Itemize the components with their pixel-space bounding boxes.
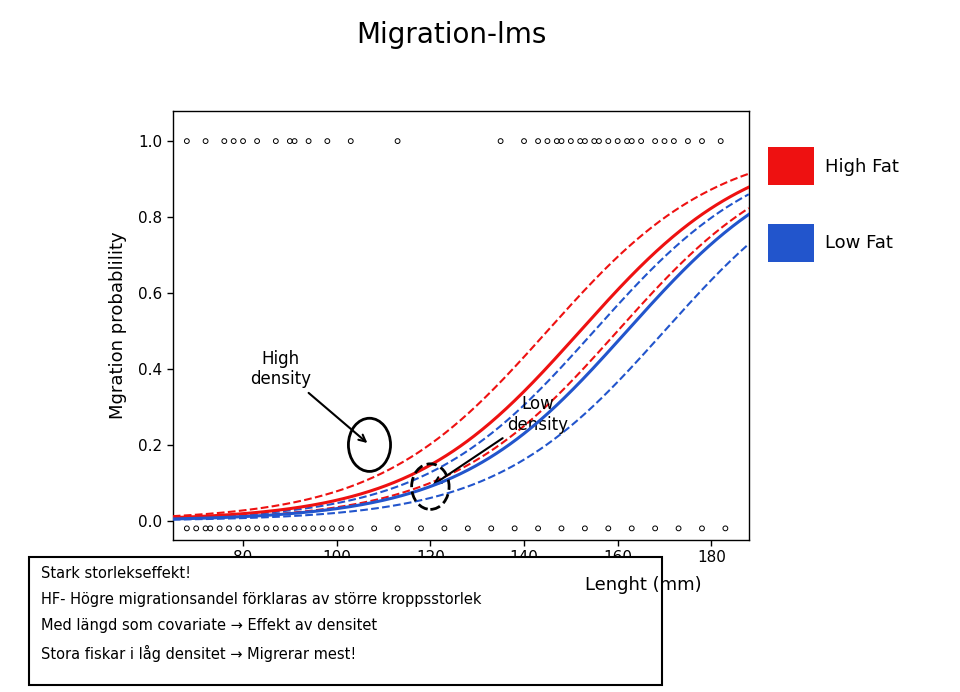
Text: Lenght (mm): Lenght (mm)	[585, 576, 702, 594]
Point	[601, 136, 616, 147]
Point	[282, 136, 298, 147]
Point	[572, 136, 588, 147]
Point	[268, 136, 283, 147]
Point	[300, 136, 316, 147]
Point	[180, 136, 195, 147]
FancyBboxPatch shape	[768, 224, 814, 262]
Point	[671, 523, 686, 534]
Point	[180, 523, 195, 534]
Point	[343, 523, 358, 534]
Point	[681, 136, 696, 147]
Point	[554, 136, 569, 147]
Text: Low Fat: Low Fat	[826, 235, 893, 253]
Point	[198, 523, 213, 534]
Point	[315, 523, 330, 534]
Point	[217, 136, 232, 147]
Point	[367, 523, 382, 534]
Point	[390, 136, 405, 147]
Point	[203, 523, 218, 534]
Point	[343, 136, 358, 147]
Text: Low
density: Low density	[435, 395, 568, 484]
Point	[694, 523, 709, 534]
Point	[259, 523, 275, 534]
Text: High Fat: High Fat	[826, 158, 899, 176]
Point	[188, 523, 204, 534]
Point	[250, 136, 265, 147]
Point	[287, 523, 302, 534]
Point	[718, 523, 733, 534]
Point	[549, 136, 564, 147]
Point	[320, 136, 335, 147]
Point	[484, 523, 499, 534]
Point	[713, 136, 729, 147]
Point	[647, 136, 662, 147]
Point	[305, 523, 321, 534]
Point	[577, 136, 592, 147]
Point	[230, 523, 246, 534]
Point	[334, 523, 349, 534]
Point	[624, 523, 639, 534]
Point	[492, 136, 508, 147]
Text: Stark storlekseffekt!
HF- Högre migrationsandel förklaras av större kroppsstorle: Stark storlekseffekt! HF- Högre migratio…	[41, 566, 482, 662]
Point	[235, 136, 251, 147]
Point	[222, 523, 237, 534]
Point	[530, 523, 545, 534]
FancyBboxPatch shape	[768, 147, 814, 185]
Point	[530, 136, 545, 147]
Point	[226, 136, 241, 147]
Point	[694, 136, 709, 147]
Text: High
density: High density	[250, 349, 366, 441]
Point	[212, 523, 228, 534]
Point	[619, 136, 635, 147]
Text: Migration-lms: Migration-lms	[356, 21, 546, 48]
Point	[297, 523, 312, 534]
Point	[587, 136, 602, 147]
Point	[554, 523, 569, 534]
FancyBboxPatch shape	[29, 557, 662, 685]
Point	[634, 136, 649, 147]
Point	[647, 523, 662, 534]
Point	[287, 136, 302, 147]
Point	[268, 523, 283, 534]
Point	[624, 136, 639, 147]
Point	[198, 136, 213, 147]
Point	[250, 523, 265, 534]
Point	[414, 523, 429, 534]
Point	[657, 136, 672, 147]
Point	[591, 136, 607, 147]
Point	[460, 523, 475, 534]
Point	[516, 136, 532, 147]
Point	[277, 523, 293, 534]
Point	[324, 523, 340, 534]
Point	[390, 523, 405, 534]
Point	[610, 136, 625, 147]
Point	[666, 136, 682, 147]
Point	[540, 136, 555, 147]
Point	[601, 523, 616, 534]
Point	[240, 523, 255, 534]
Point	[564, 136, 579, 147]
Point	[437, 523, 452, 534]
Y-axis label: Mgration probablility: Mgration probablility	[109, 231, 127, 419]
Point	[577, 523, 592, 534]
Point	[507, 523, 522, 534]
